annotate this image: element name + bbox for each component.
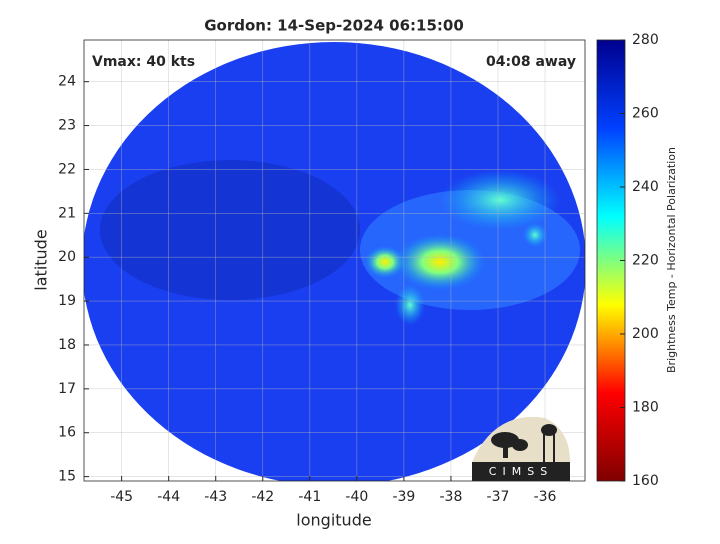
- logo: CIMSS: [472, 416, 570, 481]
- y-tick-label: 22: [58, 161, 76, 177]
- satellite-image: [84, 42, 585, 481]
- x-tick-label: -39: [392, 489, 415, 505]
- y-tick-label: 18: [58, 337, 76, 353]
- x-tick-label: -44: [157, 489, 180, 505]
- y-tick-label: 19: [58, 293, 76, 309]
- logo-text: CIMSS: [489, 465, 553, 478]
- grid: [84, 40, 585, 481]
- x-tick-label: -40: [345, 489, 368, 505]
- y-tick-label: 20: [58, 249, 76, 265]
- y-tick-label: 24: [58, 74, 76, 90]
- x-tick-label: -42: [251, 489, 274, 505]
- chart-title: Gordon: 14-Sep-2024 06:15:00: [204, 17, 464, 35]
- annotation: Vmax: 40 kts: [92, 54, 195, 70]
- y-tick-label: 17: [58, 381, 76, 397]
- x-tick-label: -38: [439, 489, 462, 505]
- x-axis-label: longitude: [296, 511, 371, 530]
- y-tick-label: 16: [58, 425, 76, 441]
- y-tick-label: 21: [58, 205, 76, 221]
- colorbar-label: Brightness Temp - Horizontal Polarizatio…: [665, 147, 678, 373]
- x-tick-label: -36: [534, 489, 557, 505]
- y-axis-label: latitude: [32, 229, 51, 290]
- colorbar-tick-label: 260: [632, 106, 659, 122]
- colorbar-tick-label: 160: [632, 473, 659, 489]
- colorbar-tick-label: 200: [632, 326, 659, 342]
- x-tick-label: -45: [110, 489, 133, 505]
- annotation: 04:08 away: [486, 54, 576, 70]
- y-tick-label: 23: [58, 118, 76, 134]
- plot-frame: [83, 39, 586, 482]
- colorbar-tick-label: 280: [632, 32, 659, 48]
- colorbar-tick-label: 240: [632, 179, 659, 195]
- x-tick-label: -43: [204, 489, 227, 505]
- x-tick-label: -41: [298, 489, 321, 505]
- colorbar-tick-label: 220: [632, 253, 659, 269]
- x-tick-label: -37: [487, 489, 510, 505]
- y-tick-label: 15: [58, 469, 76, 485]
- colorbar-tick-label: 180: [632, 400, 659, 416]
